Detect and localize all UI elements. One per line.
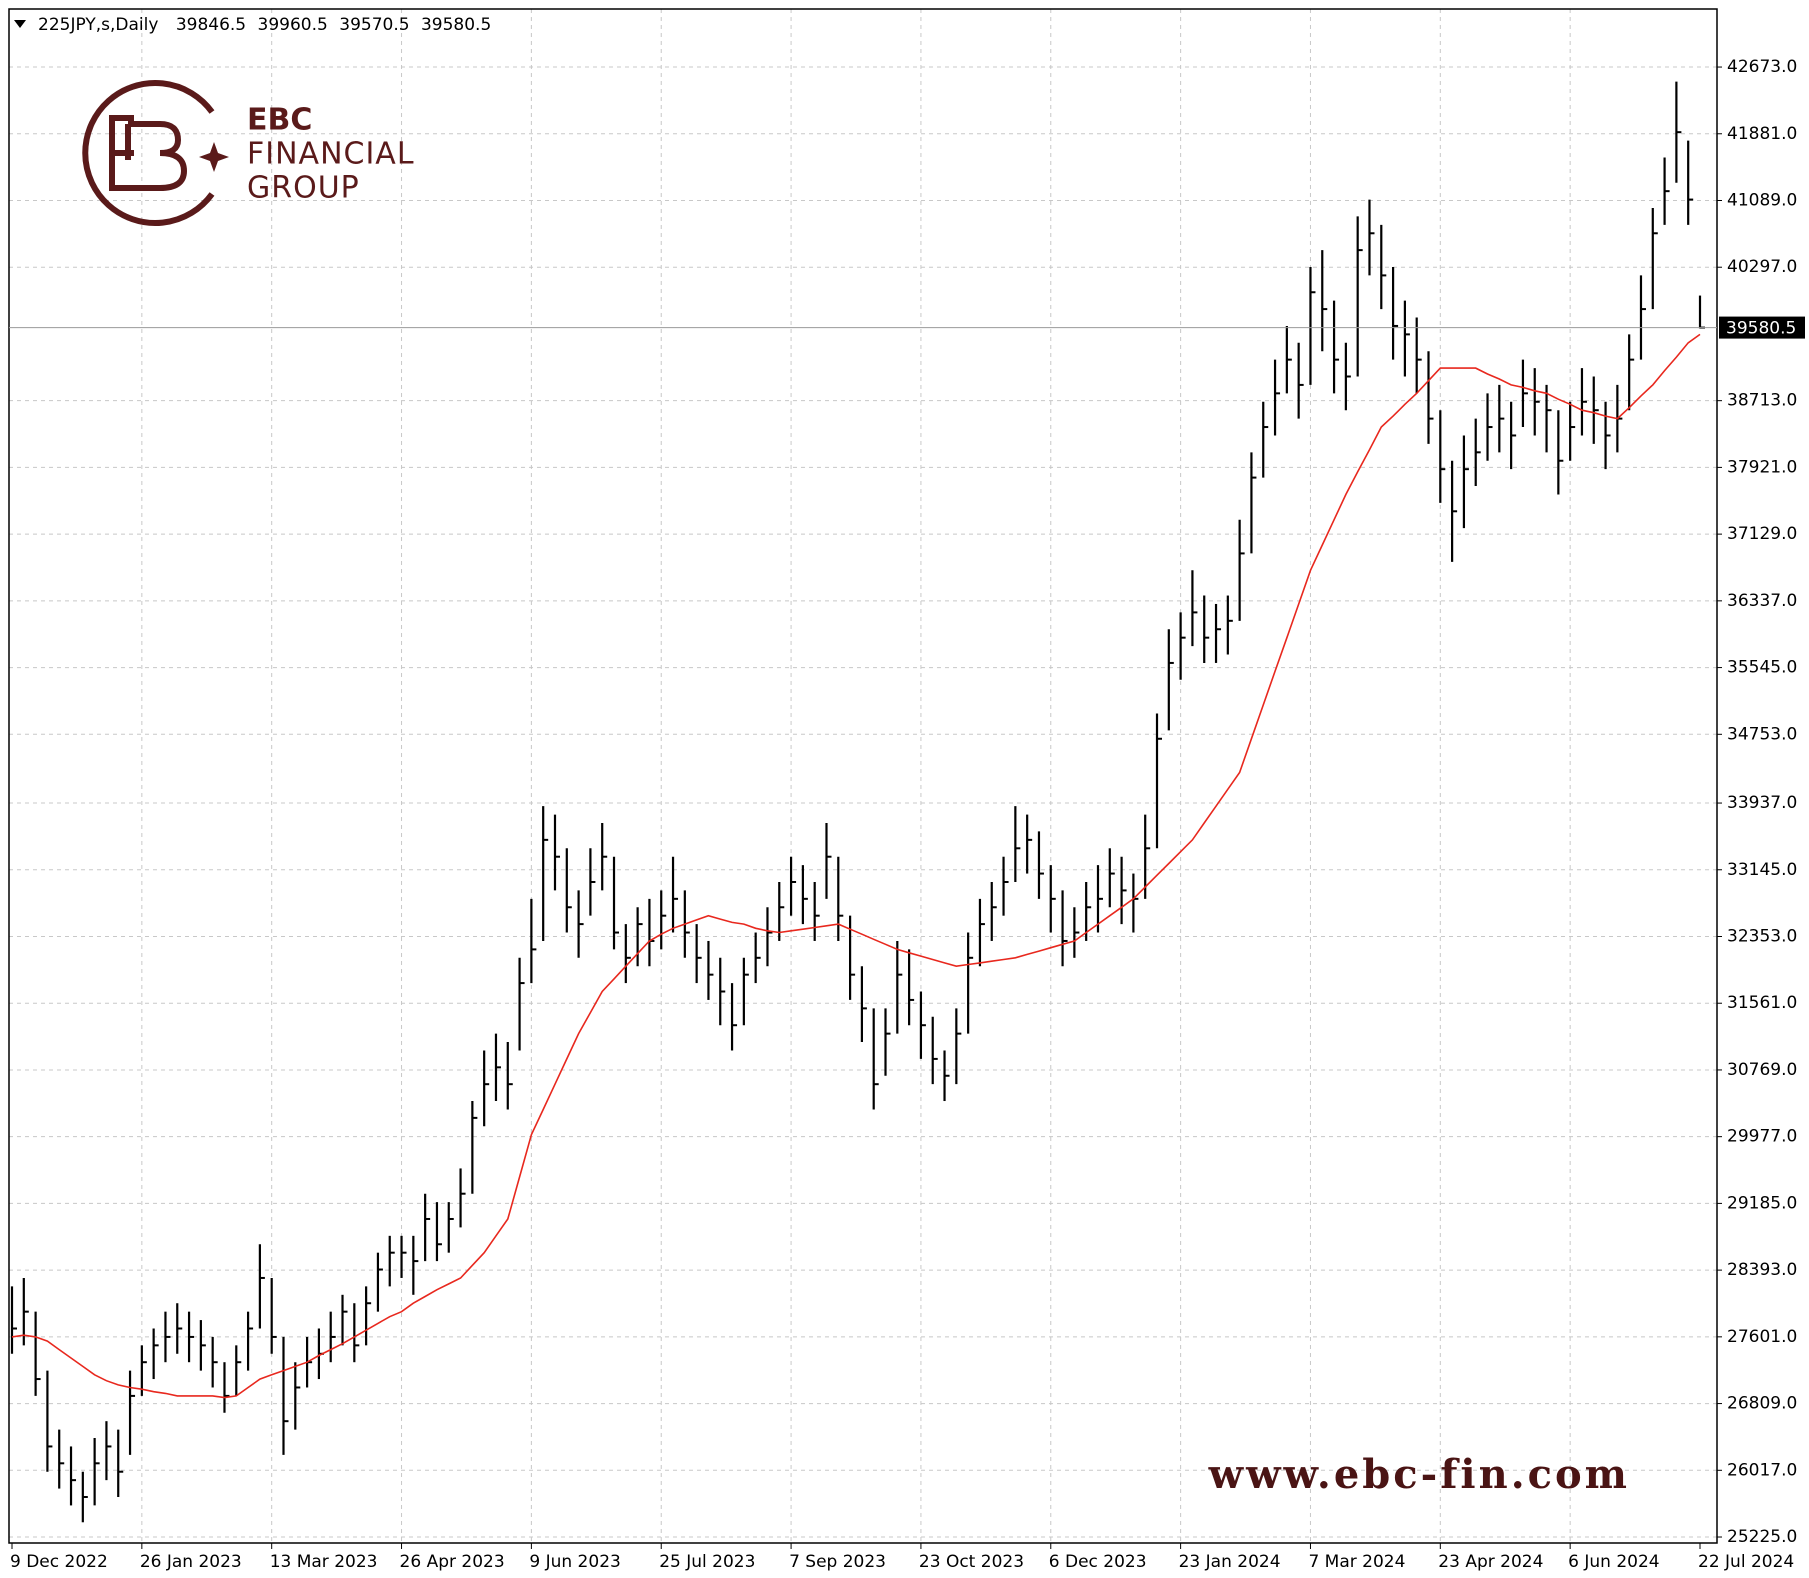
y-tick-label: 31561.0 bbox=[1727, 993, 1797, 1013]
y-tick-label: 30769.0 bbox=[1727, 1060, 1797, 1080]
y-tick-label: 40297.0 bbox=[1727, 257, 1797, 277]
y-tick-label: 35545.0 bbox=[1727, 658, 1797, 678]
header-symbol: 225JPY,s,Daily bbox=[38, 15, 158, 35]
logo bbox=[82, 80, 229, 226]
logo-b bbox=[125, 121, 188, 191]
y-tick-label: 36337.0 bbox=[1727, 591, 1797, 611]
x-tick-label: 7 Sep 2023 bbox=[789, 1552, 886, 1572]
y-tick-label: 32353.0 bbox=[1727, 926, 1797, 946]
y-tick-label: 41881.0 bbox=[1727, 124, 1797, 144]
x-tick-label: 13 Mar 2023 bbox=[270, 1552, 378, 1572]
price-label: 39580.5 bbox=[1726, 319, 1796, 339]
header-arrow bbox=[14, 20, 26, 28]
x-tick-label: 7 Mar 2024 bbox=[1308, 1552, 1405, 1572]
x-tick-label: 23 Jan 2024 bbox=[1179, 1552, 1281, 1572]
x-tick-label: 23 Apr 2024 bbox=[1438, 1552, 1543, 1572]
y-tick-label: 29185.0 bbox=[1727, 1193, 1797, 1213]
y-tick-label: 34753.0 bbox=[1727, 724, 1797, 744]
header-close: 39580.5 bbox=[421, 15, 491, 35]
y-tick-label: 37921.0 bbox=[1727, 457, 1797, 477]
x-tick-label: 6 Dec 2023 bbox=[1049, 1552, 1147, 1572]
header-low: 39570.5 bbox=[339, 15, 409, 35]
plot-frame bbox=[8, 8, 1718, 1544]
price-label-box bbox=[1719, 316, 1805, 339]
logo-star bbox=[199, 142, 229, 172]
moving-average bbox=[11, 333, 1701, 1399]
x-tick-label: 9 Jun 2023 bbox=[529, 1552, 620, 1572]
x-tick-label: 9 Dec 2022 bbox=[10, 1552, 108, 1572]
header-high: 39960.5 bbox=[258, 15, 328, 35]
x-tick-label: 26 Jan 2023 bbox=[140, 1552, 242, 1572]
header-open: 39846.5 bbox=[176, 15, 246, 35]
x-tick-label: 25 Jul 2023 bbox=[659, 1552, 755, 1572]
y-tick-label: 29977.0 bbox=[1727, 1127, 1797, 1147]
y-tick-label: 26017.0 bbox=[1727, 1460, 1797, 1480]
x-tick-label: 23 Oct 2023 bbox=[919, 1552, 1024, 1572]
y-tick-label: 25225.0 bbox=[1727, 1527, 1797, 1547]
x-tick-label: 6 Jun 2024 bbox=[1568, 1552, 1659, 1572]
logo-line3: GROUP bbox=[247, 171, 360, 206]
y-tick-label: 42673.0 bbox=[1727, 57, 1797, 77]
y-tick-label: 37129.0 bbox=[1727, 524, 1797, 544]
watermark-url: www.ebc-fin.com bbox=[1208, 1451, 1630, 1498]
bar-layer bbox=[10, 81, 1705, 1523]
x-tick-label: 22 Jul 2024 bbox=[1698, 1552, 1794, 1572]
y-tick-label: 38713.0 bbox=[1727, 391, 1797, 411]
y-tick-label: 41089.0 bbox=[1727, 190, 1797, 210]
y-tick-label: 33145.0 bbox=[1727, 860, 1797, 880]
y-tick-label: 26809.0 bbox=[1727, 1394, 1797, 1414]
logo-brand: EBC bbox=[247, 103, 312, 138]
logo-line2: FINANCIAL bbox=[247, 137, 415, 172]
x-tick-label: 26 Apr 2023 bbox=[400, 1552, 505, 1572]
y-tick-label: 28393.0 bbox=[1727, 1260, 1797, 1280]
logo-ring bbox=[82, 80, 215, 226]
header: 225JPY,s,Daily 39846.5 39960.5 39570.5 3… bbox=[38, 15, 491, 35]
y-tick-label: 33937.0 bbox=[1727, 793, 1797, 813]
y-tick-label: 27601.0 bbox=[1727, 1327, 1797, 1347]
